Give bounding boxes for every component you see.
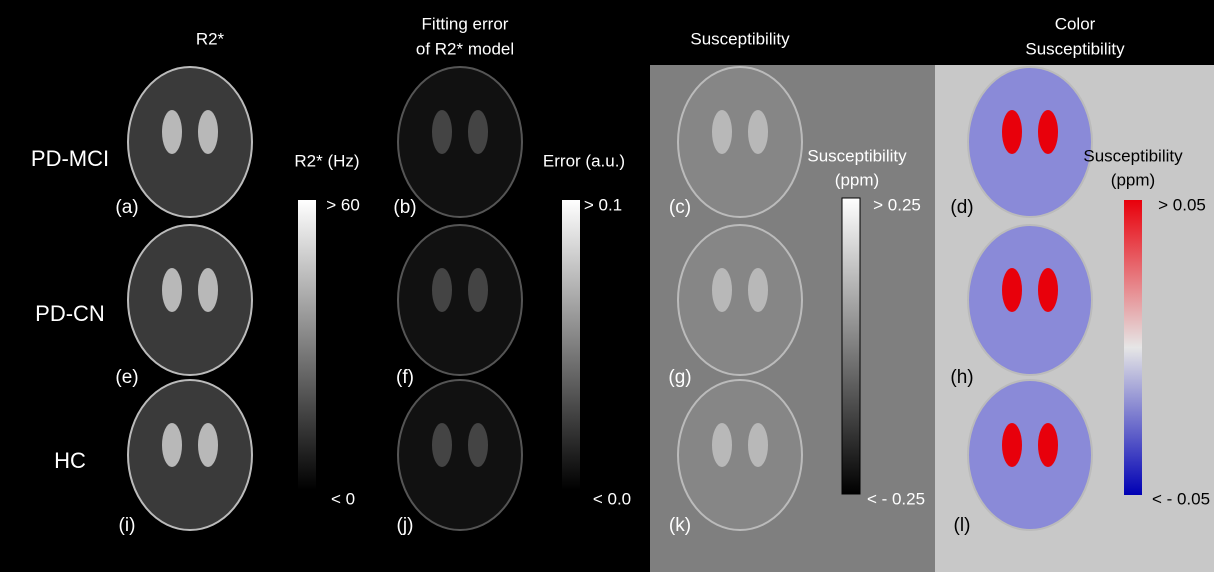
brain	[128, 67, 252, 217]
colorbar-title: (ppm)	[1111, 170, 1155, 189]
panel-label: (k)	[669, 515, 691, 536]
brain	[398, 225, 522, 375]
brain	[968, 380, 1092, 530]
brain-structure	[712, 268, 732, 312]
brain-structure	[1002, 110, 1022, 154]
panel-label: (f)	[396, 367, 414, 388]
brain-structure	[1002, 423, 1022, 467]
brain-structure	[1002, 268, 1022, 312]
brain	[968, 67, 1092, 217]
column-header: Color	[1055, 14, 1096, 33]
brain	[678, 67, 802, 217]
panel-label: (g)	[668, 367, 691, 388]
column-header: of R2* model	[416, 39, 514, 58]
brain-structure	[162, 268, 182, 312]
brain-structure	[712, 423, 732, 467]
brain-structure	[468, 423, 488, 467]
brain	[128, 225, 252, 375]
brain-structure	[432, 110, 452, 154]
brain-structure	[162, 110, 182, 154]
brain-structure	[468, 268, 488, 312]
brain-structure	[198, 423, 218, 467]
column-header: Fitting error	[422, 14, 509, 33]
brain-structure	[1038, 110, 1058, 154]
brain-structure	[1038, 268, 1058, 312]
panel-label: (j)	[397, 515, 414, 536]
panel-label: (l)	[954, 515, 971, 536]
brain-structure	[432, 268, 452, 312]
row-label: HC	[54, 448, 86, 473]
colorbar-title: Susceptibility	[807, 146, 907, 165]
brain	[398, 67, 522, 217]
brain-structure	[712, 110, 732, 154]
colorbar-max-label: > 60	[326, 195, 360, 214]
colorbar-max-label: > 0.05	[1158, 195, 1206, 214]
colorbar-title: Susceptibility	[1083, 146, 1183, 165]
panel-label: (d)	[950, 197, 973, 218]
brain-structure	[748, 423, 768, 467]
colorbar-title: Error (a.u.)	[543, 151, 625, 170]
brain-structure	[432, 423, 452, 467]
colorbar-max-label: > 0.25	[873, 195, 921, 214]
colorbar-min-label: < 0.0	[593, 489, 631, 508]
column-header: Susceptibility	[1025, 39, 1125, 58]
brain	[398, 380, 522, 530]
brain	[678, 380, 802, 530]
colorbar	[298, 200, 316, 490]
brain	[678, 225, 802, 375]
colorbar-min-label: < - 0.05	[1152, 489, 1210, 508]
figure: R2* Fitting error of R2* model Susceptibili…	[0, 0, 1214, 572]
colorbar-max-label: > 0.1	[584, 195, 622, 214]
colorbar-title: R2* (Hz)	[294, 151, 359, 170]
colorbar	[1124, 200, 1142, 495]
colorbar-min-label: < 0	[331, 489, 355, 508]
row-label: PD-MCI	[31, 146, 109, 171]
brain-structure	[468, 110, 488, 154]
brain-structure	[748, 268, 768, 312]
brain-structure	[198, 110, 218, 154]
row-label: PD-CN	[35, 301, 105, 326]
brain-structure	[748, 110, 768, 154]
colorbar-title: (ppm)	[835, 170, 879, 189]
panel-label: (c)	[669, 197, 691, 218]
brain-structure	[1038, 423, 1058, 467]
panel-label: (a)	[115, 197, 138, 218]
brain	[128, 380, 252, 530]
brain-structure	[162, 423, 182, 467]
colorbar	[562, 200, 580, 490]
panel-label: (i)	[119, 515, 136, 536]
panel-label: (h)	[950, 367, 973, 388]
panel-label: (b)	[393, 197, 416, 218]
colorbar-min-label: < - 0.25	[867, 489, 925, 508]
column-header: R2*	[196, 29, 225, 48]
colorbar	[842, 198, 860, 494]
brain-structure	[198, 268, 218, 312]
panel-label: (e)	[115, 367, 138, 388]
column-header: Susceptibility	[690, 29, 790, 48]
brain	[968, 225, 1092, 375]
